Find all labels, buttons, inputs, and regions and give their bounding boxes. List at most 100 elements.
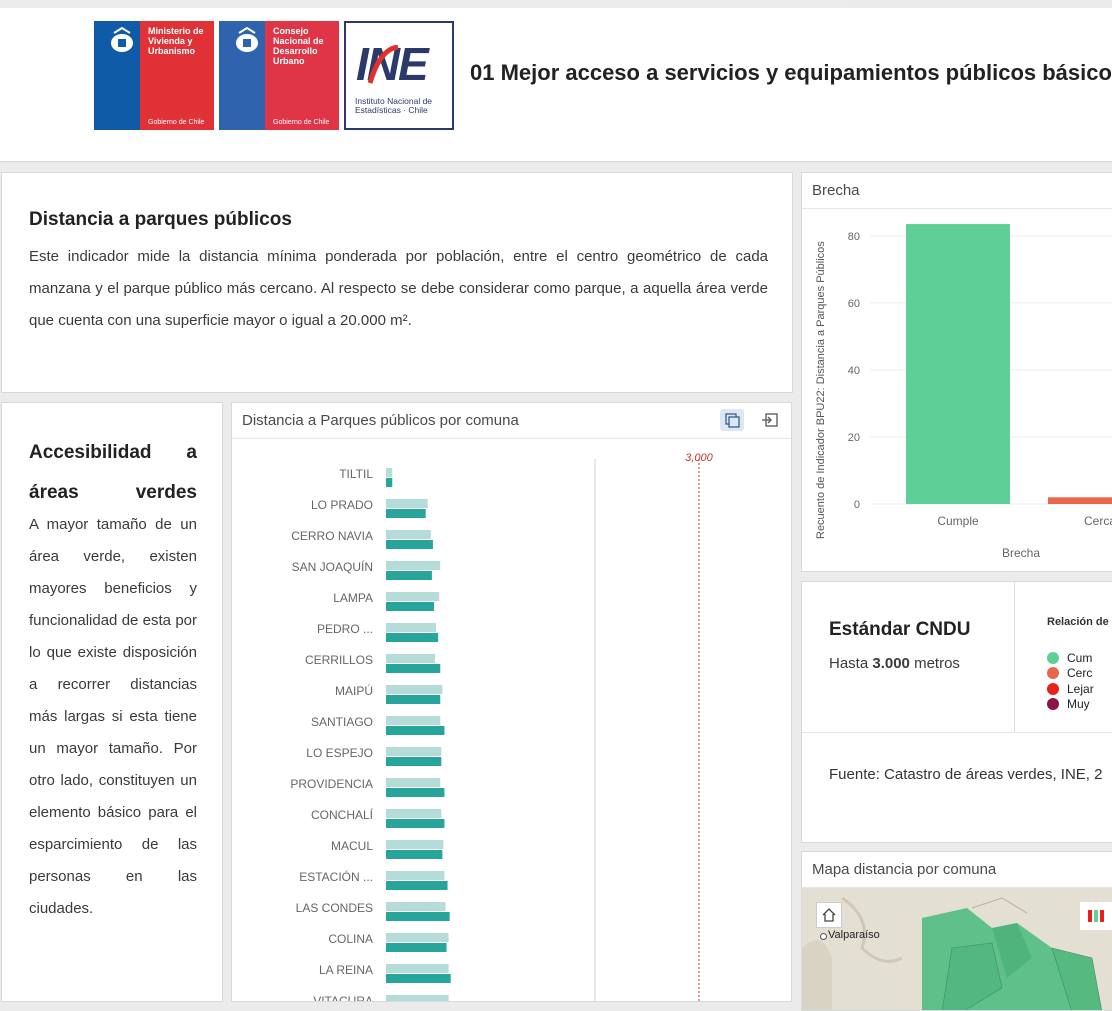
- bar: [386, 633, 439, 642]
- brecha-card: Brecha 0 20 40 60 80 Cumple Cerca Brecha Recuent…: [801, 172, 1112, 572]
- bar: [386, 530, 431, 539]
- bar: [386, 571, 432, 580]
- estandar-title: Estándar CNDU: [829, 619, 971, 640]
- indicator-description-card: Distancia a parques públicos Este indica…: [1, 172, 793, 393]
- filter-button[interactable]: [720, 409, 744, 431]
- category-label: PEDRO ...: [317, 622, 373, 636]
- home-icon: [822, 908, 836, 922]
- distance-by-comuna-card: Distancia a Parques públicos por comuna …: [231, 402, 792, 1002]
- distance-bar-chart: 3,000 TILTIL LO PRADO CERRO NAVIA SAN JOAQUÍ…: [290, 452, 714, 1001]
- category-label: CERRILLOS: [305, 653, 373, 667]
- y-tick-label: 40: [848, 365, 860, 377]
- dashboard-header: Ministerio de Vivienda y Urbanismo Gobie…: [0, 8, 1112, 162]
- category-label: SANTIAGO: [311, 715, 373, 729]
- accesibilidad-card: Accesibilidad a áreas verdes A mayor tam…: [1, 402, 223, 1002]
- map-card: Mapa distancia por comuna: [801, 851, 1112, 1011]
- bar: [386, 778, 441, 787]
- map-legend-button[interactable]: [1080, 902, 1112, 930]
- source-note: Fuente: Catastro de áreas verdes, INE, 2: [829, 766, 1103, 783]
- y-axis-title: Recuento de Indicador BPU22: Distancia a…: [815, 241, 827, 539]
- card-header: Brecha: [802, 173, 1112, 209]
- accesibilidad-title: Accesibilidad a áreas verdes: [29, 442, 197, 503]
- indicator-title: Distancia a parques públicos: [29, 209, 292, 230]
- brecha-bar-chart: 0 20 40 60 80 Cumple Cerca Brecha Recuento de In…: [815, 224, 1112, 560]
- card-title: Mapa distancia por comuna: [812, 861, 997, 878]
- bar: [386, 964, 449, 973]
- card-title: Distancia a Parques públicos por comuna: [242, 412, 519, 429]
- card-header: Distancia a Parques públicos por comuna: [232, 403, 791, 439]
- bar: [386, 757, 442, 766]
- map-view[interactable]: Valparaíso: [802, 888, 1112, 1010]
- bar: [386, 561, 441, 570]
- page-title: 01 Mejor acceso a servicios y equipamien…: [470, 60, 1112, 85]
- category-label: SAN JOAQUÍN: [292, 559, 373, 574]
- legend-item: Cerc: [1047, 666, 1092, 680]
- x-axis-title: Brecha: [1002, 546, 1040, 560]
- category-label: LAS CONDES: [296, 901, 373, 915]
- export-icon: [762, 413, 778, 427]
- category-label: CERRO NAVIA: [291, 529, 373, 543]
- estandar-card: Estándar CNDU Hasta 3.000 metros Relació…: [801, 581, 1112, 843]
- divider: [802, 732, 1112, 733]
- bar: [386, 592, 440, 601]
- reference-line-label: 3,000: [685, 452, 713, 464]
- bar: [386, 468, 393, 477]
- bar: [386, 726, 445, 735]
- divider: [1014, 582, 1015, 732]
- category-label: LO PRADO: [311, 498, 373, 512]
- bar: [386, 695, 441, 704]
- category-label: PROVIDENCIA: [290, 777, 373, 791]
- category-label: LA REINA: [319, 963, 373, 977]
- bar: [386, 540, 433, 549]
- category-label: LO ESPEJO: [306, 746, 373, 760]
- bar: [386, 943, 447, 952]
- y-tick-label: 80: [848, 231, 860, 243]
- bar: [386, 716, 441, 725]
- legend-item: Cum: [1047, 651, 1092, 665]
- map-place-label: Valparaíso: [820, 929, 880, 941]
- category-label: MACUL: [331, 839, 373, 853]
- chile-crest-icon: [111, 27, 133, 52]
- category-label: TILTIL: [339, 467, 373, 481]
- bar: [386, 840, 444, 849]
- category-label: ESTACIÓN ...: [299, 869, 373, 884]
- bar: [386, 974, 451, 983]
- export-button[interactable]: [759, 409, 783, 431]
- x-tick-label: Cerca: [1084, 514, 1112, 528]
- bar: [386, 881, 448, 890]
- bar: [386, 654, 436, 663]
- bar: [386, 509, 426, 518]
- map-terrain: [802, 888, 1112, 1010]
- legend-item: Lejar: [1047, 682, 1094, 696]
- y-tick-label: 0: [854, 499, 860, 511]
- bar: [386, 664, 441, 673]
- accesibilidad-text: A mayor tamaño de un área verde, existen…: [29, 516, 197, 917]
- card-title: Brecha: [812, 182, 860, 199]
- filter-icon: [725, 413, 740, 428]
- chile-crest-icon: [236, 27, 258, 52]
- top-strip: [0, 0, 846, 8]
- bar: [386, 912, 450, 921]
- bar: [386, 995, 449, 1001]
- bar: [386, 871, 445, 880]
- bar: [906, 224, 1010, 505]
- category-label: COLINA: [328, 932, 373, 946]
- y-tick-label: 20: [848, 432, 860, 444]
- legend-item: Muy: [1047, 697, 1090, 711]
- bar: [386, 850, 443, 859]
- home-button[interactable]: [816, 902, 842, 928]
- y-tick-label: 60: [848, 298, 860, 310]
- ine-swoosh-icon: [368, 45, 399, 84]
- minvu-logo: Ministerio de Vivienda y Urbanismo Gobie…: [94, 21, 214, 130]
- bar: [386, 478, 393, 487]
- bar: [386, 685, 443, 694]
- cndu-logo: Consejo Nacional de Desarrollo Urbano Go…: [219, 21, 339, 130]
- indicator-description: Este indicador mide la distancia mínima …: [29, 248, 768, 329]
- category-label: LAMPA: [333, 591, 373, 605]
- bar: [386, 902, 446, 911]
- bar: [1048, 497, 1112, 504]
- card-header: Mapa distancia por comuna: [802, 852, 1112, 888]
- legend-title: Relación de c: [1047, 616, 1112, 628]
- bar: [386, 747, 442, 756]
- bar: [386, 788, 445, 797]
